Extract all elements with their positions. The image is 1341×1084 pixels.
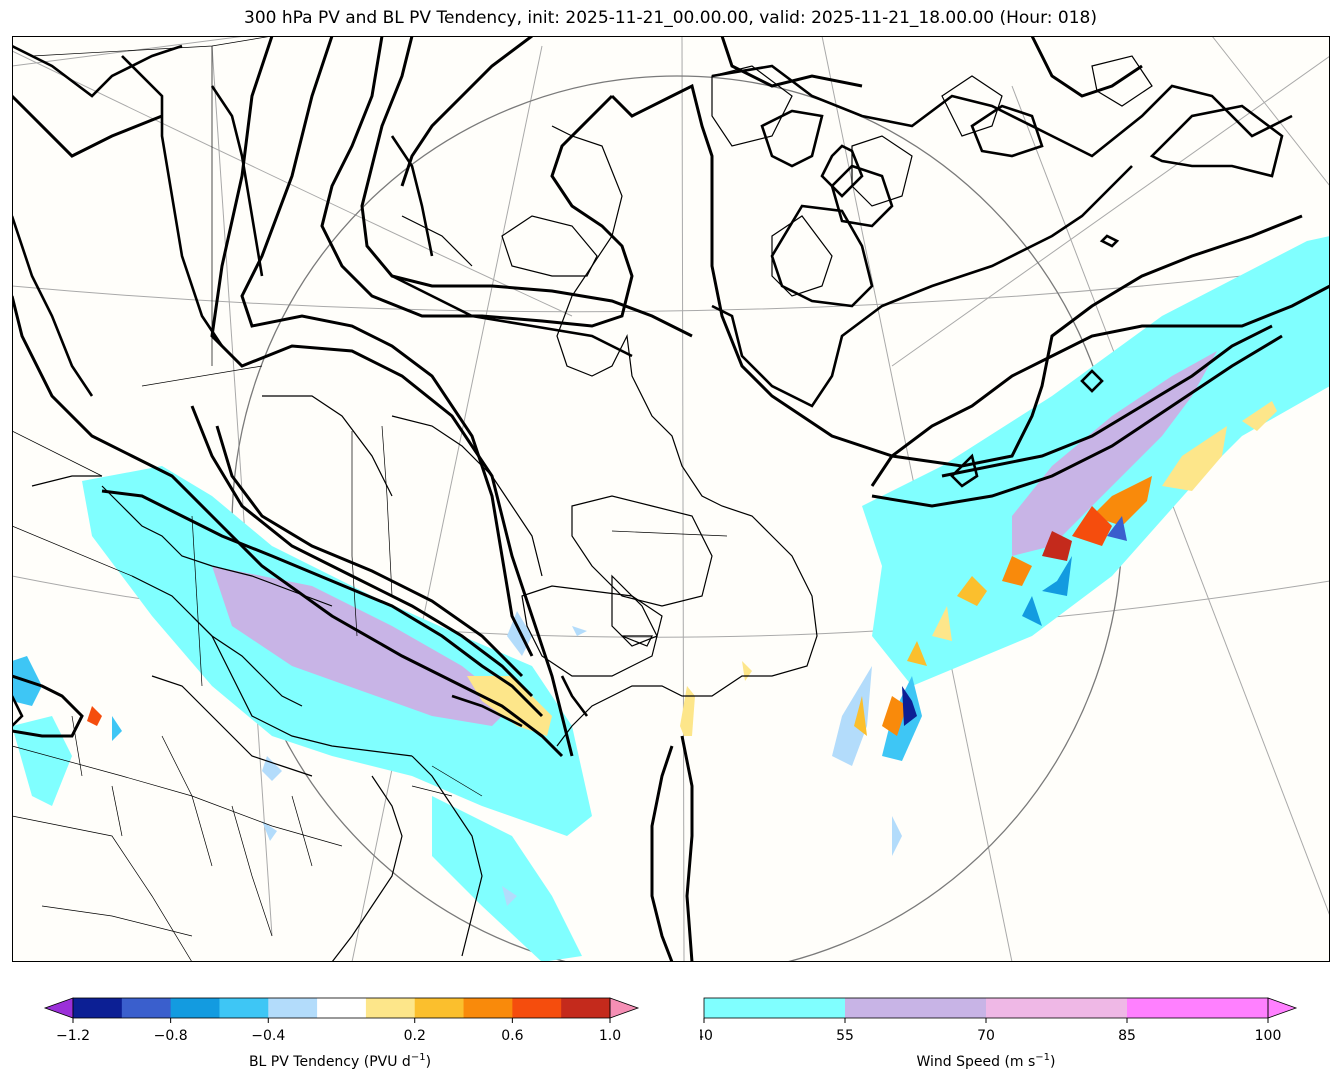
colorbar-wind-max-triangle [1267, 997, 1298, 1019]
colorbar-tendency-tick-label: −0.8 [154, 1028, 188, 1044]
colorbar-tendency-swatch [512, 998, 562, 1018]
colorbar-wind-swatch [1127, 998, 1269, 1018]
pv-contours-thin [12, 44, 1293, 728]
map-panel [12, 36, 1330, 962]
colorbar-tendency-min-triangle [43, 997, 74, 1019]
colorbar-wind-tick-label: 55 [836, 1028, 854, 1044]
colorbar-tendency-tick-label: 0.6 [501, 1028, 523, 1044]
colorbar-tendency-tick-label: 0.2 [404, 1028, 426, 1044]
colorbar-tendency-swatch [170, 998, 220, 1018]
colorbar-tendency-swatch [73, 998, 123, 1018]
colorbar-tendency-swatch [317, 998, 367, 1018]
colorbar-wind-tick-label: 85 [1118, 1028, 1136, 1044]
wind-speed-shading [12, 236, 1330, 962]
colorbar-wind-label: Wind Speed (m s−1) [916, 1052, 1055, 1070]
colorbar-wind-swatch [704, 998, 846, 1018]
colorbar-wind-swatch [845, 998, 987, 1018]
tendency-shading [12, 401, 1277, 906]
colorbar-tendency-swatch [121, 998, 172, 1018]
colorbar-tendency-swatch [219, 998, 269, 1018]
plot-title: 300 hPa PV and BL PV Tendency, init: 202… [244, 8, 1097, 28]
colorbar-wind-tick-label: 40 [700, 1028, 713, 1044]
colorbar-tendency-swatch [365, 998, 416, 1018]
colorbar-tendency-outline [72, 997, 611, 1019]
colorbar-wind: 40 55 70 85 100 Wind Speed (m s−1) [700, 997, 1298, 1070]
colorbar-tendency-tick-label: 1.0 [599, 1028, 621, 1044]
colorbar-tendency-swatch [561, 998, 611, 1018]
map-frame [12, 36, 1330, 962]
colorbar-wind-tick-label: 70 [977, 1028, 995, 1044]
coastlines [31, 55, 1153, 962]
colorbar-tendency-tick-label: −0.4 [251, 1028, 285, 1044]
colorbar-tendency: −1.2 −0.8 −0.4 0.2 0.6 1.0 BL PV Tendency (PV… [43, 997, 640, 1070]
colorbar-tendency-max-triangle [609, 997, 640, 1019]
colorbar-tendency-swatch [463, 998, 513, 1018]
pv-contours-thick [12, 36, 1330, 962]
colorbar-tendency-swatch [268, 998, 318, 1018]
colorbar-tendency-swatch [414, 998, 465, 1018]
colorbar-wind-swatch [986, 998, 1128, 1018]
colorbar-tendency-tick-label: −1.2 [56, 1028, 90, 1044]
political-boundaries [12, 36, 728, 962]
colorbar-tendency-label: BL PV Tendency (PVU d−1) [249, 1052, 431, 1070]
colorbar-wind-tick-label: 100 [1255, 1028, 1282, 1044]
